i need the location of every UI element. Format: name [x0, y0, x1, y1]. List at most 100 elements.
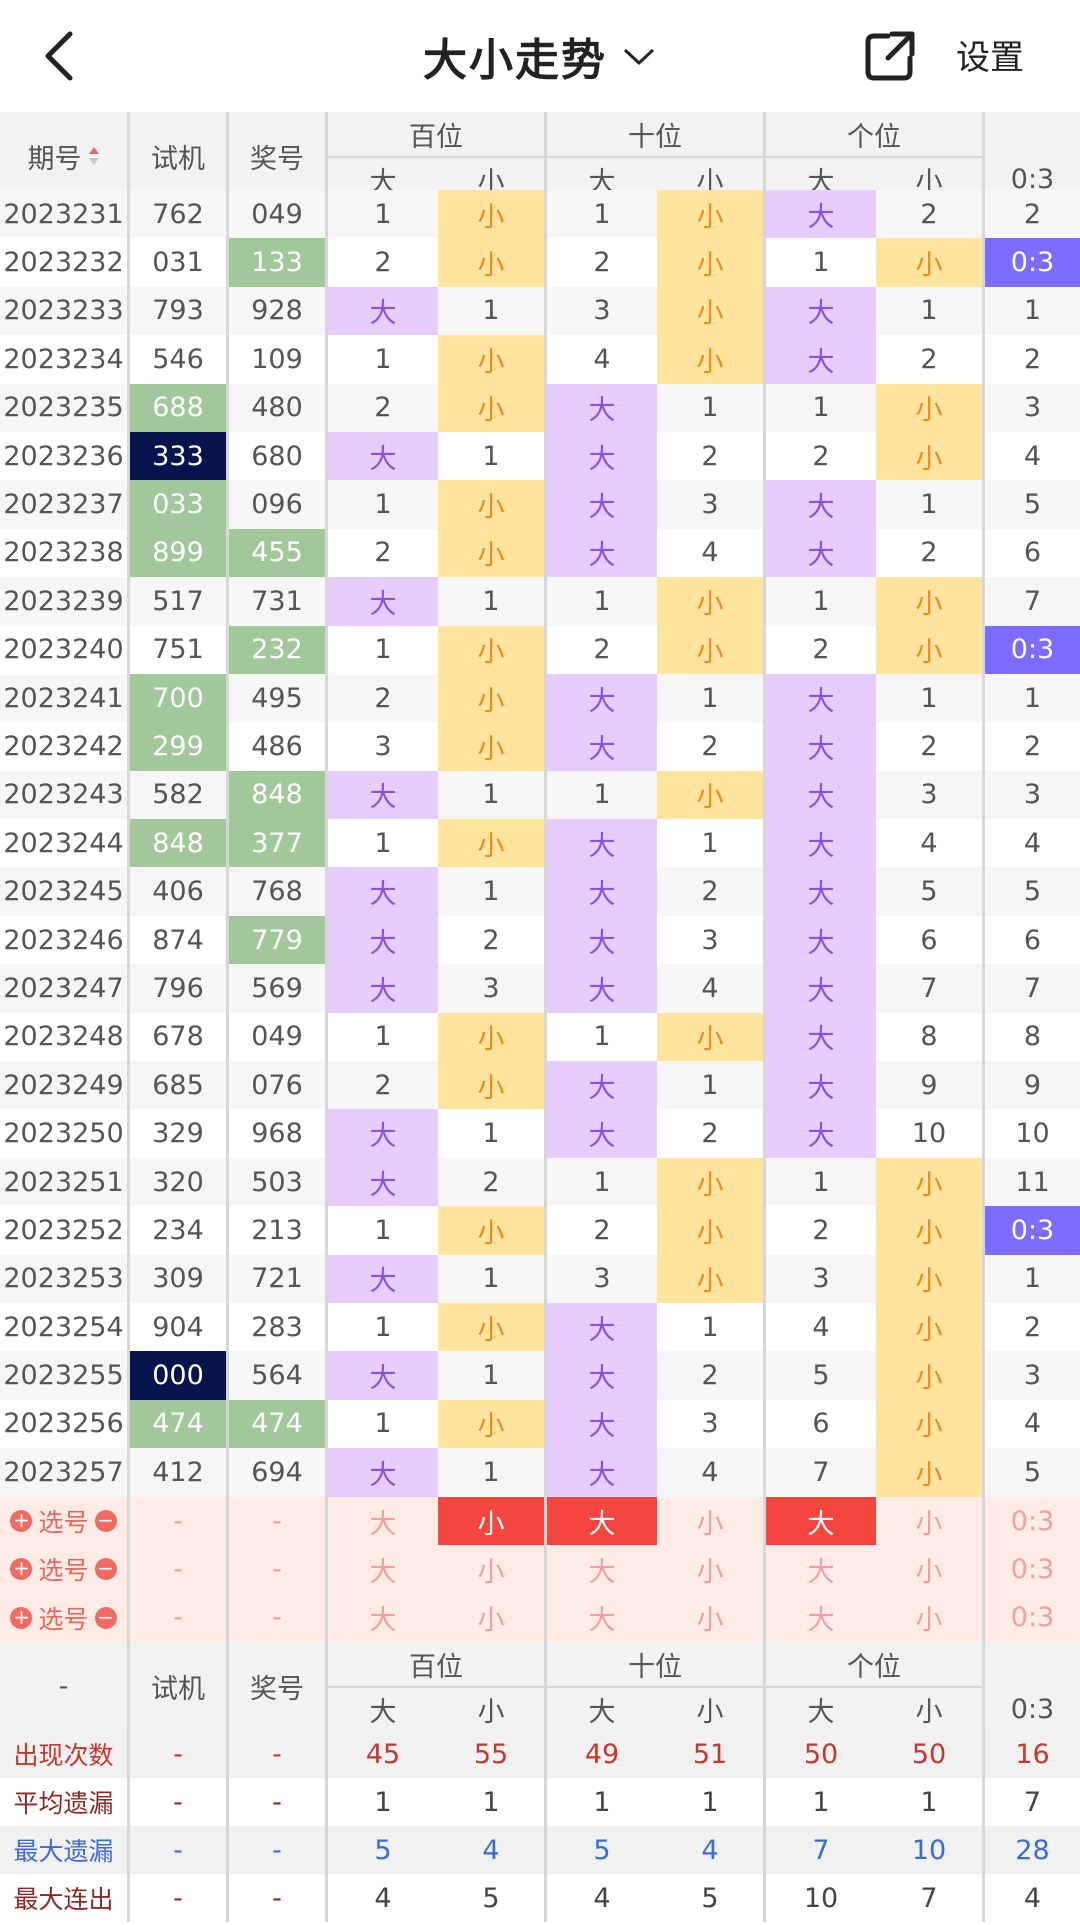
- units-small-cell: 8: [876, 1012, 985, 1062]
- select-toggle-small[interactable]: 小: [438, 1497, 547, 1546]
- draw-number-cell: 455: [229, 528, 328, 578]
- share-icon[interactable]: [862, 28, 918, 84]
- draw-number-cell: 779: [229, 915, 328, 965]
- select-toggle-small[interactable]: 小: [876, 1497, 985, 1546]
- page-title[interactable]: 大小走势: [423, 35, 607, 86]
- settings-button[interactable]: 设置: [956, 38, 1024, 78]
- select-toggle-small[interactable]: 小: [438, 1545, 547, 1594]
- trial-number-cell: 796: [130, 964, 229, 1013]
- plus-circle-icon[interactable]: +: [10, 1606, 33, 1629]
- issue-cell: 2023238: [0, 528, 130, 578]
- plus-circle-icon[interactable]: +: [10, 1510, 33, 1533]
- stats-trial-header: 试机: [130, 1642, 229, 1730]
- minus-circle-icon[interactable]: −: [94, 1510, 117, 1533]
- tens-small-cell: 4: [657, 964, 766, 1013]
- draw-number-cell: 109: [229, 335, 328, 384]
- ratio-cell: 1: [985, 673, 1080, 723]
- select-toggle-big[interactable]: 大: [766, 1593, 876, 1642]
- draw-number-cell: 480: [229, 383, 328, 432]
- ratio-cell: 4: [985, 1399, 1080, 1449]
- hundreds-small-cell: 小: [438, 1061, 547, 1110]
- ratio-cell: 1: [985, 1254, 1080, 1303]
- select-label[interactable]: 选号: [38, 1508, 89, 1538]
- tens-big-cell: 大: [547, 1448, 657, 1497]
- ratio-cell: 8: [985, 1012, 1080, 1062]
- minus-circle-icon[interactable]: −: [94, 1558, 117, 1581]
- select-label[interactable]: 选号: [38, 1604, 89, 1634]
- col-issue-header[interactable]: 期号: [0, 112, 130, 200]
- select-toggle-small[interactable]: 小: [438, 1593, 547, 1642]
- select-trial-cell: -: [130, 1545, 229, 1594]
- ratio-cell: 0:3: [985, 625, 1080, 674]
- ratio-cell: 9: [985, 1061, 1080, 1110]
- select-label[interactable]: 选号: [38, 1556, 89, 1586]
- ratio-cell: 3: [985, 1351, 1080, 1400]
- hundreds-small-cell: 小: [438, 335, 547, 384]
- back-arrow-icon[interactable]: [34, 26, 94, 86]
- select-toggle-big[interactable]: 大: [547, 1497, 657, 1546]
- issue-cell: 2023253: [0, 1254, 130, 1303]
- tens-big-cell: 大: [547, 964, 657, 1013]
- app-header: 大小走势 设置: [0, 0, 1080, 112]
- select-toggle-big[interactable]: 大: [328, 1545, 438, 1594]
- issue-cell: 2023241: [0, 673, 130, 723]
- units-small-cell: 小: [876, 1351, 985, 1400]
- stats-tens-header: 十位: [547, 1642, 766, 1688]
- select-toggle-small[interactable]: 小: [876, 1545, 985, 1594]
- ratio-cell: 5: [985, 480, 1080, 529]
- group-units-header: 个位: [766, 112, 985, 158]
- issue-cell: 2023250: [0, 1109, 130, 1158]
- tens-small-cell: 2: [657, 1109, 766, 1158]
- sort-icon[interactable]: [88, 145, 100, 167]
- hundreds-big-cell: 1: [328, 1302, 438, 1352]
- units-small-cell: 6: [876, 915, 985, 965]
- hundreds-small-cell: 小: [438, 238, 547, 287]
- stats-hundreds-header: 百位: [328, 1642, 547, 1688]
- units-small-cell: 小: [876, 577, 985, 626]
- select-toggle-big[interactable]: 大: [766, 1545, 876, 1594]
- select-toggle-big[interactable]: 大: [328, 1593, 438, 1642]
- ratio-cell: 2: [985, 1302, 1080, 1352]
- units-small-cell: 2: [876, 190, 985, 239]
- trial-number-cell: 412: [130, 1448, 229, 1497]
- stat-value-cell: 7: [876, 1874, 985, 1922]
- hundreds-big-cell: 大: [328, 770, 438, 820]
- select-toggle-small[interactable]: 小: [657, 1593, 766, 1642]
- select-ratio-cell: 0:3: [985, 1497, 1080, 1546]
- stat-trial-cell: -: [130, 1826, 229, 1874]
- tens-big-cell: 2: [547, 625, 657, 674]
- units-big-cell: 1: [766, 1157, 876, 1207]
- select-toggle-small[interactable]: 小: [657, 1497, 766, 1546]
- trial-number-cell: 899: [130, 528, 229, 578]
- stats-label-header: -: [0, 1642, 130, 1730]
- draw-number-cell: 731: [229, 577, 328, 626]
- chevron-down-icon[interactable]: [621, 44, 657, 68]
- tens-small-cell: 1: [657, 819, 766, 868]
- select-toggle-big[interactable]: 大: [766, 1497, 876, 1546]
- trial-number-cell: 031: [130, 238, 229, 287]
- units-big-cell: 大: [766, 1109, 876, 1158]
- ratio-group-header: [985, 112, 1080, 158]
- tens-small-cell: 小: [657, 1157, 766, 1207]
- hundreds-small-cell: 3: [438, 964, 547, 1013]
- stat-value-cell: 4: [547, 1874, 657, 1922]
- select-toggle-big[interactable]: 大: [328, 1497, 438, 1546]
- draw-number-cell: 133: [229, 238, 328, 287]
- hundreds-big-cell: 2: [328, 528, 438, 578]
- minus-circle-icon[interactable]: −: [94, 1606, 117, 1629]
- col-draw-header: 奖号: [229, 112, 328, 200]
- select-toggle-small[interactable]: 小: [876, 1593, 985, 1642]
- units-small-cell: 小: [876, 1399, 985, 1449]
- draw-number-cell: 569: [229, 964, 328, 1013]
- hundreds-small-cell: 1: [438, 1351, 547, 1400]
- select-toggle-big[interactable]: 大: [547, 1545, 657, 1594]
- data-table-body: 2023231 762 049 1 小 1 小大 2 2 2023232 031 133 2 小 2 小 1 小 0…: [0, 190, 1080, 1497]
- hundreds-big-cell: 大: [328, 915, 438, 965]
- hundreds-small-cell: 小: [438, 1012, 547, 1062]
- select-toggle-big[interactable]: 大: [547, 1593, 657, 1642]
- hundreds-small-cell: 1: [438, 1109, 547, 1158]
- hundreds-big-cell: 大: [328, 1157, 438, 1207]
- plus-circle-icon[interactable]: +: [10, 1558, 33, 1581]
- stat-draw-cell: -: [229, 1778, 328, 1826]
- select-toggle-small[interactable]: 小: [657, 1545, 766, 1594]
